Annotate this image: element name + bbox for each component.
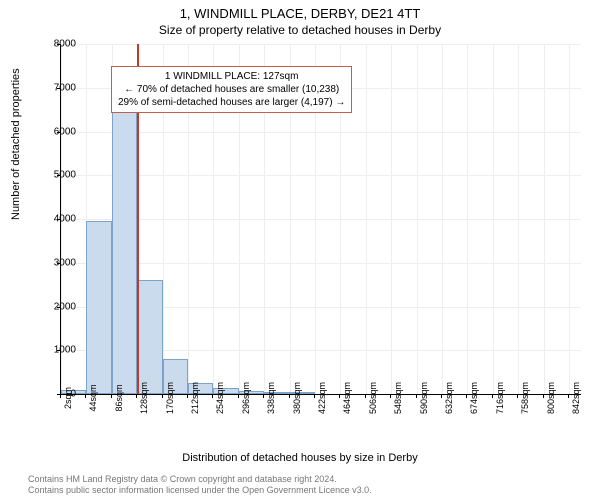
gridline-v <box>493 44 494 394</box>
footer-line2: Contains public sector information licen… <box>28 485 372 496</box>
xtick-label: 380sqm <box>292 382 302 414</box>
ytick-label: 5000 <box>36 170 76 181</box>
footer-attribution: Contains HM Land Registry data © Crown c… <box>28 474 372 496</box>
xtick-label: 800sqm <box>546 382 556 414</box>
xtick-mark <box>238 394 239 398</box>
xtick-mark <box>263 394 264 398</box>
xtick-label: 128sqm <box>139 382 149 414</box>
histogram-bar <box>137 280 162 394</box>
xtick-mark <box>390 394 391 398</box>
xtick-mark <box>289 394 290 398</box>
xtick-mark <box>85 394 86 398</box>
xtick-label: 338sqm <box>266 382 276 414</box>
gridline-v <box>417 44 418 394</box>
ytick-label: 2000 <box>36 301 76 312</box>
xtick-label: 506sqm <box>368 382 378 414</box>
xtick-mark <box>441 394 442 398</box>
xtick-mark <box>212 394 213 398</box>
xtick-mark <box>111 394 112 398</box>
xtick-label: 254sqm <box>215 382 225 414</box>
gridline-h <box>61 44 581 45</box>
ytick-label: 6000 <box>36 126 76 137</box>
xtick-mark <box>339 394 340 398</box>
xtick-mark <box>492 394 493 398</box>
xtick-label: 86sqm <box>114 384 124 411</box>
gridline-v <box>366 44 367 394</box>
xtick-label: 170sqm <box>165 382 175 414</box>
xtick-mark <box>187 394 188 398</box>
y-axis-label: Number of detached properties <box>10 68 22 220</box>
page-subtitle: Size of property relative to detached ho… <box>0 21 600 37</box>
annotation-line: 1 WINDMILL PLACE: 127sqm <box>118 70 345 83</box>
gridline-v <box>518 44 519 394</box>
xtick-label: 44sqm <box>88 384 98 411</box>
histogram-bar <box>112 97 137 395</box>
annotation-box: 1 WINDMILL PLACE: 127sqm← 70% of detache… <box>111 66 352 113</box>
gridline-v <box>391 44 392 394</box>
xtick-label: 212sqm <box>190 382 200 414</box>
annotation-line: ← 70% of detached houses are smaller (10… <box>118 83 345 96</box>
xtick-label: 758sqm <box>520 382 530 414</box>
x-axis-label: Distribution of detached houses by size … <box>0 452 600 464</box>
xtick-mark <box>466 394 467 398</box>
gridline-v <box>569 44 570 394</box>
ytick-label: 4000 <box>36 214 76 225</box>
gridline-v <box>467 44 468 394</box>
xtick-label: 590sqm <box>419 382 429 414</box>
xtick-label: 548sqm <box>393 382 403 414</box>
xtick-label: 422sqm <box>317 382 327 414</box>
xtick-label: 674sqm <box>469 382 479 414</box>
xtick-mark <box>543 394 544 398</box>
xtick-mark <box>314 394 315 398</box>
xtick-label: 716sqm <box>495 382 505 414</box>
gridline-h <box>61 263 581 264</box>
gridline-h <box>61 175 581 176</box>
page-title: 1, WINDMILL PLACE, DERBY, DE21 4TT <box>0 0 600 21</box>
xtick-mark <box>162 394 163 398</box>
xtick-mark <box>365 394 366 398</box>
xtick-label: 632sqm <box>444 382 454 414</box>
gridline-h <box>61 219 581 220</box>
gridline-v <box>442 44 443 394</box>
xtick-mark <box>517 394 518 398</box>
plot-region: 1 WINDMILL PLACE: 127sqm← 70% of detache… <box>60 44 581 395</box>
xtick-label: 296sqm <box>241 382 251 414</box>
xtick-mark <box>416 394 417 398</box>
xtick-mark <box>568 394 569 398</box>
gridline-h <box>61 132 581 133</box>
xtick-mark <box>136 394 137 398</box>
xtick-label: 842sqm <box>571 382 581 414</box>
chart-area: 1 WINDMILL PLACE: 127sqm← 70% of detache… <box>60 44 580 414</box>
annotation-line: 29% of semi-detached houses are larger (… <box>118 96 345 109</box>
ytick-label: 7000 <box>36 82 76 93</box>
xtick-label: 464sqm <box>342 382 352 414</box>
gridline-v <box>544 44 545 394</box>
ytick-label: 0 <box>36 389 76 400</box>
histogram-bar <box>86 221 111 394</box>
ytick-label: 3000 <box>36 257 76 268</box>
ytick-label: 8000 <box>36 39 76 50</box>
footer-line1: Contains HM Land Registry data © Crown c… <box>28 474 372 485</box>
ytick-label: 1000 <box>36 345 76 356</box>
